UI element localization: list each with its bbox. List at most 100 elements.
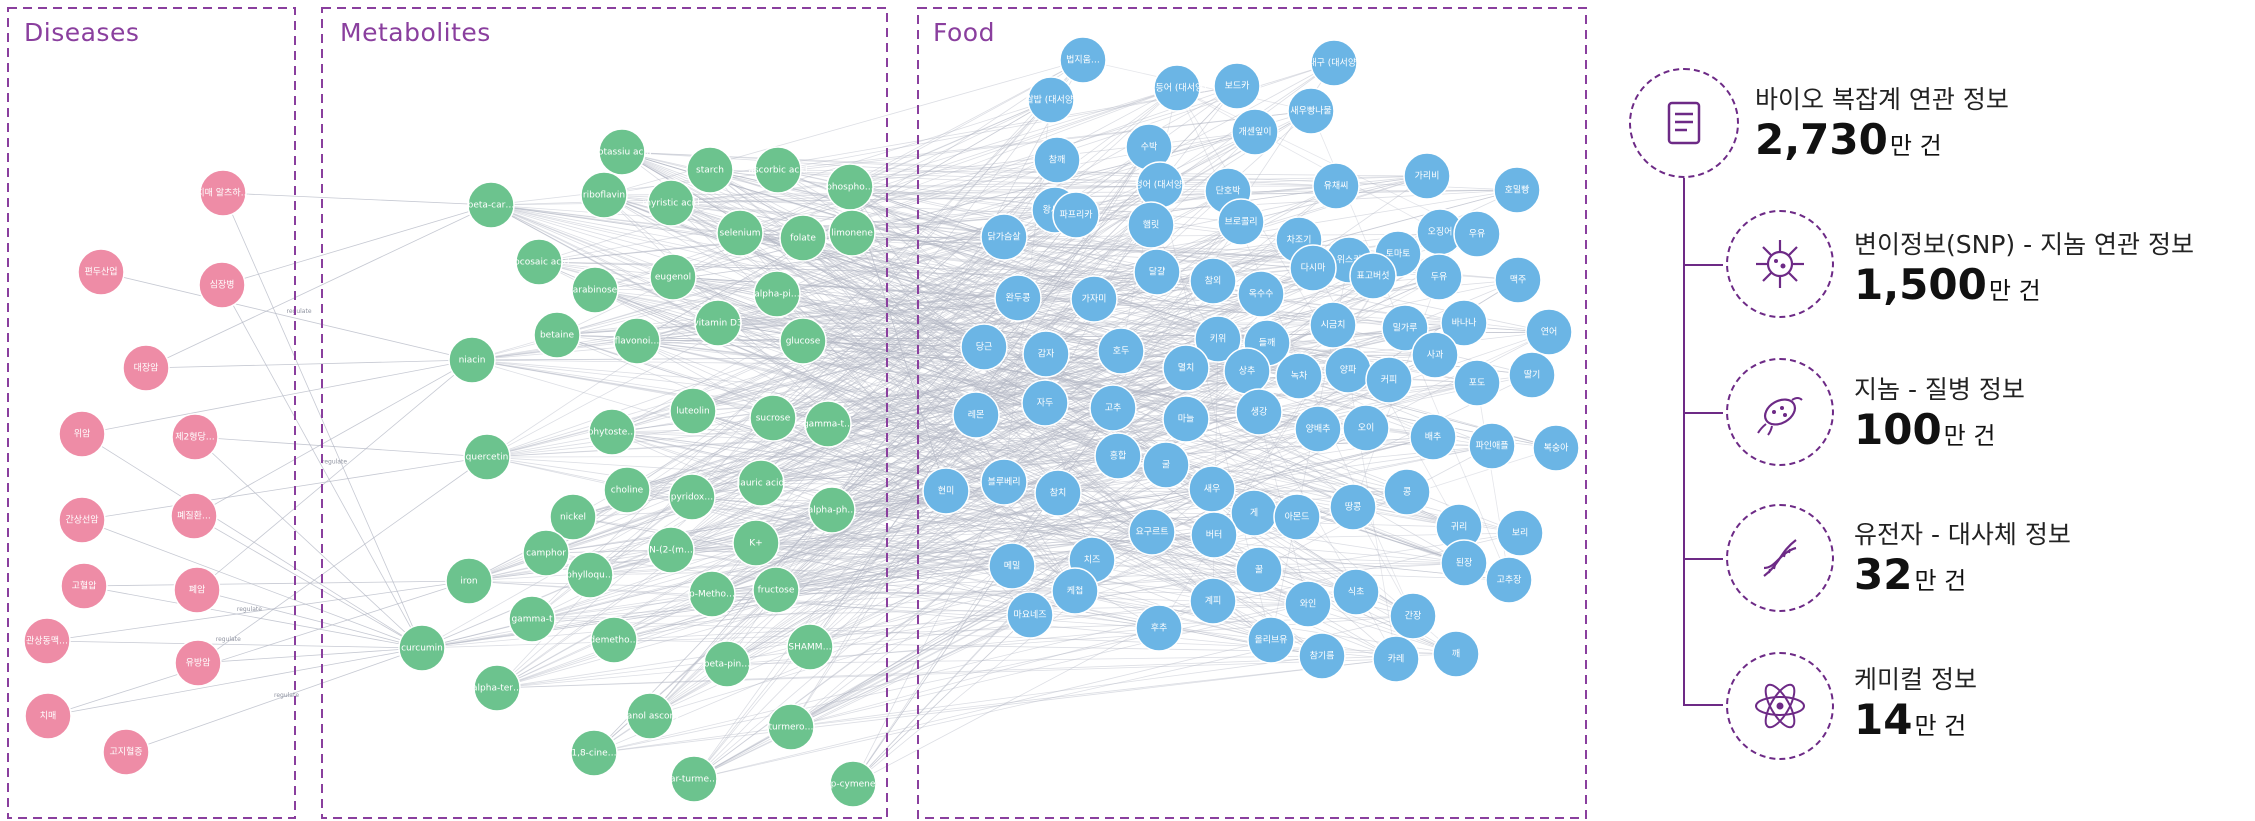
metabolite-node[interactable]: eugenol	[649, 253, 697, 301]
food-node[interactable]: 커피	[1365, 356, 1413, 404]
food-node[interactable]: 콩	[1383, 468, 1431, 516]
metabolite-node[interactable]: fructose	[752, 566, 800, 614]
disease-node[interactable]: 고혈압	[60, 562, 108, 610]
metabolite-node[interactable]: riboflavin	[580, 171, 628, 219]
metabolite-node[interactable]: nickel	[549, 493, 597, 541]
food-node[interactable]: 양파	[1324, 346, 1372, 394]
disease-node[interactable]: 치매	[24, 692, 72, 740]
disease-node[interactable]: 관상동맥…	[23, 617, 71, 665]
food-node[interactable]: 두유	[1415, 253, 1463, 301]
food-node[interactable]: 식초	[1332, 568, 1380, 616]
disease-node[interactable]: 심장병	[198, 261, 246, 309]
metabolite-node[interactable]: luteolin	[669, 387, 717, 435]
food-node[interactable]: 키위	[1194, 315, 1242, 363]
metabolite-node[interactable]: lauric acid	[737, 459, 785, 507]
food-node[interactable]: 파프리카	[1052, 191, 1100, 239]
food-node[interactable]: 굴	[1142, 441, 1190, 489]
food-node[interactable]: 생강	[1235, 388, 1283, 436]
food-node[interactable]: 참외	[1189, 257, 1237, 305]
food-node[interactable]: 아몬드	[1273, 493, 1321, 541]
metabolite-node[interactable]: ascorbic acid	[748, 146, 808, 194]
disease-node[interactable]: 유방암	[174, 639, 222, 687]
metabolite-node[interactable]: ar-turme…	[670, 755, 718, 803]
metabolite-node[interactable]: iron	[445, 557, 493, 605]
metabolite-node[interactable]: alpha-ph…	[808, 486, 857, 534]
metabolite-node[interactable]: 1,8-cine…	[570, 729, 618, 777]
metabolite-node[interactable]: limonene	[828, 209, 876, 257]
food-node[interactable]: 보드카	[1213, 62, 1261, 110]
food-node[interactable]: 복숭아	[1532, 424, 1580, 472]
food-node[interactable]: 케첩	[1051, 567, 1099, 615]
metabolite-node[interactable]: betaine	[533, 311, 581, 359]
food-node[interactable]: 간장	[1389, 592, 1437, 640]
food-node[interactable]: 마늘	[1162, 395, 1210, 443]
metabolite-node[interactable]: camphor	[522, 529, 570, 577]
food-node[interactable]: 유채씨	[1312, 162, 1360, 210]
food-node[interactable]: 참기름	[1298, 632, 1346, 680]
food-node[interactable]: 가자미	[1070, 275, 1118, 323]
food-node[interactable]: 햄릿	[1127, 201, 1175, 249]
metabolite-node[interactable]: curcumin	[398, 624, 446, 672]
food-node[interactable]: 멸치	[1162, 344, 1210, 392]
food-node[interactable]: 상추	[1223, 347, 1271, 395]
food-node[interactable]: 후추	[1135, 604, 1183, 652]
disease-node[interactable]: 고지혈증	[102, 728, 150, 776]
food-node[interactable]: 보리	[1496, 509, 1544, 557]
metabolite-node[interactable]: N-(2-(m…	[647, 526, 695, 574]
food-node[interactable]: 달걀	[1133, 248, 1181, 296]
food-node[interactable]: 올리브유	[1247, 616, 1295, 664]
food-node[interactable]: 버터	[1190, 511, 1238, 559]
metabolite-node[interactable]: SHAMM…	[786, 623, 834, 671]
food-node[interactable]: 우유	[1453, 210, 1501, 258]
metabolite-node[interactable]: ethanol ascorb…	[612, 692, 688, 740]
food-node[interactable]: 가리비	[1403, 152, 1451, 200]
food-node[interactable]: 포도	[1453, 359, 1501, 407]
food-node[interactable]: 레몬	[952, 391, 1000, 439]
metabolite-node[interactable]: K+	[732, 519, 780, 567]
food-node[interactable]: 마요네즈	[1006, 591, 1054, 639]
food-node[interactable]: 호두	[1097, 327, 1145, 375]
food-node[interactable]: 바나나	[1440, 299, 1488, 347]
metabolite-node[interactable]: arabinose	[571, 266, 619, 314]
metabolite-node[interactable]: docosaic acid	[509, 238, 570, 286]
food-node[interactable]: 호밀빵	[1493, 166, 1541, 214]
food-node[interactable]: 감자	[1022, 330, 1070, 378]
metabolite-node[interactable]: potassiu acid	[592, 128, 652, 176]
food-node[interactable]: 새우빵나물	[1287, 87, 1335, 135]
food-node[interactable]: 배추	[1409, 413, 1457, 461]
food-node[interactable]: 새우	[1188, 465, 1236, 513]
metabolite-node[interactable]: alpha-pi…	[753, 270, 801, 318]
food-node[interactable]: 표고버섯	[1349, 252, 1397, 300]
disease-node[interactable]: 폐암	[173, 566, 221, 614]
food-node[interactable]: 고추장	[1485, 556, 1533, 604]
food-node[interactable]: 브로콜리	[1217, 198, 1265, 246]
disease-node[interactable]: 대장암	[122, 344, 170, 392]
food-node[interactable]: 고등어 (대서양)	[1147, 64, 1207, 112]
food-node[interactable]: 계피	[1189, 577, 1237, 625]
disease-node[interactable]: 편두산업	[77, 248, 125, 296]
food-node[interactable]: 된장	[1440, 539, 1488, 587]
food-node[interactable]: 홍합	[1094, 432, 1142, 480]
metabolite-node[interactable]: p-Metho…	[688, 570, 736, 618]
food-node[interactable]: 블루베리	[980, 458, 1028, 506]
metabolite-node[interactable]: demetho…	[589, 616, 639, 664]
food-node[interactable]: 녹차	[1275, 352, 1323, 400]
metabolite-node[interactable]: beta-pin…	[703, 640, 751, 688]
metabolite-node[interactable]: glucose	[779, 317, 827, 365]
disease-node[interactable]: 간상선암	[58, 496, 106, 544]
food-node[interactable]: 완두콩	[994, 274, 1042, 322]
food-node[interactable]: 와인	[1284, 580, 1332, 628]
food-node[interactable]: 참깨	[1033, 136, 1081, 184]
food-node[interactable]: 참치	[1034, 469, 1082, 517]
disease-node[interactable]: 제2형당…	[171, 413, 219, 461]
metabolite-node[interactable]: phospho…	[826, 163, 874, 211]
food-node[interactable]: 딸기	[1508, 351, 1556, 399]
metabolite-node[interactable]: p-cymene	[829, 760, 877, 808]
metabolite-node[interactable]: turmero…	[767, 703, 815, 751]
food-node[interactable]: 사과	[1411, 331, 1459, 379]
food-node[interactable]: 쌀밥 (대서양)	[1025, 76, 1077, 124]
food-node[interactable]: 대구 (대서양)	[1308, 39, 1360, 87]
disease-node[interactable]: 폐질환…	[170, 492, 218, 540]
food-node[interactable]: 꿀	[1235, 546, 1283, 594]
metabolite-node[interactable]: gamma-t	[508, 595, 556, 643]
